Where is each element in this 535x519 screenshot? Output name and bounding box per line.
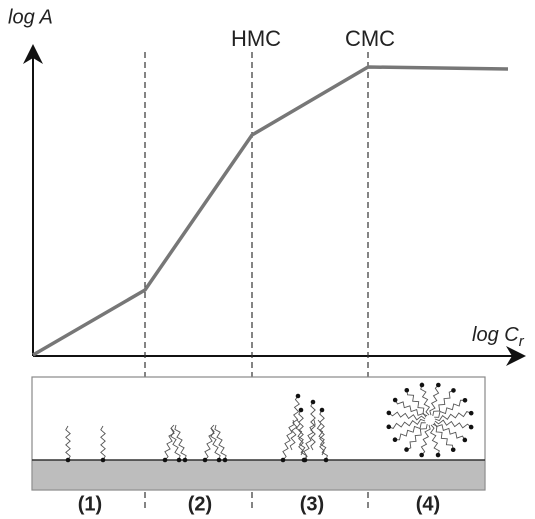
head xyxy=(451,447,456,452)
head xyxy=(404,447,409,452)
substrate xyxy=(32,460,485,490)
head xyxy=(217,458,222,463)
head xyxy=(436,383,441,388)
head xyxy=(299,408,304,413)
x-label-subscript: r xyxy=(519,333,525,350)
diagram: log A log Cr HMC CMC (1) (2) (3) (4) xyxy=(0,0,535,519)
head xyxy=(463,438,468,443)
head xyxy=(451,388,456,393)
head xyxy=(436,453,441,458)
head xyxy=(387,411,392,416)
head xyxy=(177,458,182,463)
head xyxy=(420,383,425,388)
region-label: (2) xyxy=(188,493,212,515)
head xyxy=(463,398,468,403)
head xyxy=(404,388,409,393)
x-label-text: log C xyxy=(472,324,519,346)
x-axis-label: log Cr xyxy=(472,324,525,350)
marker-label: CMC xyxy=(345,26,395,51)
y-axis-label: log A xyxy=(8,6,53,28)
head xyxy=(419,453,424,458)
marker-label: HMC xyxy=(231,26,281,51)
isotherm-curve xyxy=(33,67,508,355)
head xyxy=(469,425,474,430)
head xyxy=(163,458,168,463)
region-label: (1) xyxy=(78,493,102,515)
head xyxy=(393,437,398,442)
head xyxy=(296,394,301,399)
head xyxy=(101,458,106,463)
head xyxy=(320,408,325,413)
head xyxy=(311,400,316,405)
region-label: (3) xyxy=(300,493,324,515)
head xyxy=(386,425,391,430)
head xyxy=(203,458,208,463)
head xyxy=(324,458,329,463)
head xyxy=(183,458,188,463)
region-label: (4) xyxy=(416,493,440,515)
head xyxy=(66,458,71,463)
head xyxy=(469,411,474,416)
head xyxy=(223,458,228,463)
head xyxy=(393,398,398,403)
head xyxy=(281,458,286,463)
head xyxy=(302,458,307,463)
